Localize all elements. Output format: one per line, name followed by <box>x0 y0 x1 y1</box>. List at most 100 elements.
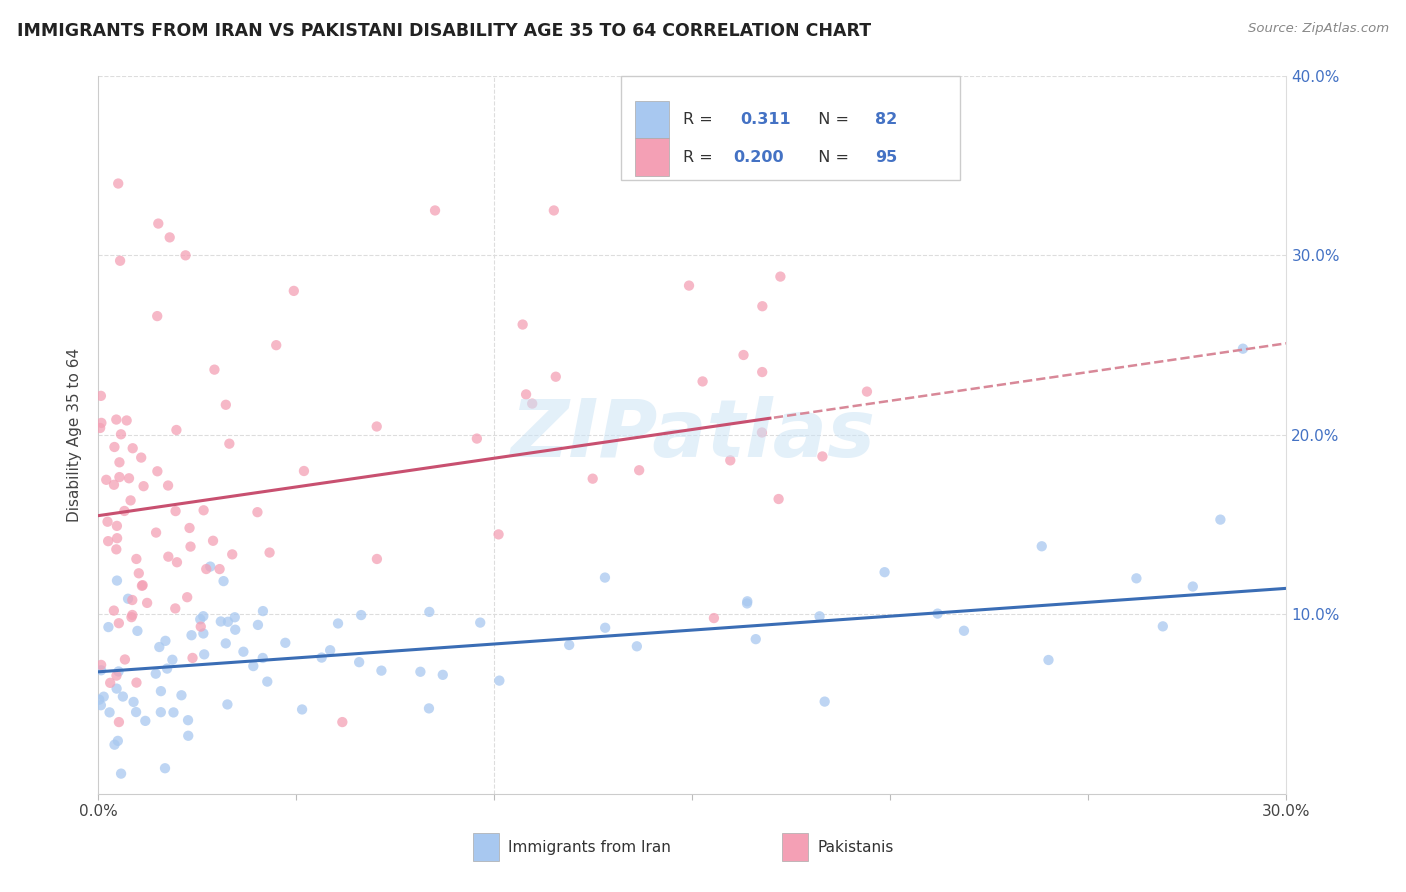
Point <box>678 278 700 293</box>
Point <box>103 738 125 752</box>
Point <box>204 362 226 376</box>
Point <box>593 571 616 585</box>
Text: R =: R = <box>683 150 718 164</box>
Point <box>110 427 132 442</box>
Point <box>409 665 432 679</box>
Point <box>120 493 142 508</box>
Point <box>128 566 150 581</box>
Point <box>188 612 211 626</box>
Point <box>90 663 112 677</box>
Point <box>193 503 215 517</box>
Point <box>108 455 131 469</box>
Point <box>221 547 243 561</box>
Point <box>107 177 129 191</box>
Point <box>146 464 169 478</box>
Point <box>89 692 111 706</box>
Point <box>89 421 111 435</box>
Point <box>166 555 188 569</box>
Point <box>165 601 187 615</box>
Point <box>112 504 135 518</box>
Text: 0.200: 0.200 <box>733 150 783 164</box>
FancyBboxPatch shape <box>621 76 960 180</box>
Point <box>125 552 148 566</box>
Point <box>927 607 949 621</box>
Point <box>193 648 215 662</box>
Point <box>131 578 153 592</box>
Point <box>215 398 238 412</box>
Point <box>224 623 246 637</box>
Text: 0.311: 0.311 <box>740 112 790 127</box>
Point <box>432 668 454 682</box>
Point <box>121 442 143 456</box>
Point <box>98 676 121 690</box>
Point <box>117 591 139 606</box>
Point <box>107 734 129 748</box>
Point <box>558 638 581 652</box>
Point <box>692 375 714 389</box>
Point <box>326 616 349 631</box>
Point <box>195 562 218 576</box>
FancyBboxPatch shape <box>472 833 499 861</box>
Point <box>291 702 314 716</box>
Point <box>181 651 204 665</box>
Point <box>107 665 129 679</box>
Point <box>209 615 232 629</box>
Point <box>737 594 759 608</box>
Point <box>177 729 200 743</box>
Point <box>582 472 605 486</box>
Point <box>200 559 222 574</box>
Point <box>118 471 141 485</box>
Point <box>114 652 136 666</box>
Point <box>418 701 440 715</box>
Point <box>218 436 240 450</box>
Point <box>311 650 333 665</box>
Point <box>224 610 246 624</box>
Point <box>1181 580 1204 594</box>
Point <box>105 542 128 557</box>
Text: R =: R = <box>683 112 718 127</box>
Point <box>146 309 169 323</box>
Point <box>522 396 544 410</box>
Point <box>98 706 121 720</box>
Point <box>179 521 201 535</box>
Point <box>718 453 741 467</box>
Point <box>90 416 112 430</box>
Point <box>176 591 198 605</box>
Point <box>252 604 274 618</box>
Point <box>751 425 773 440</box>
Text: Immigrants from Iran: Immigrants from Iran <box>509 839 671 855</box>
Point <box>93 690 115 704</box>
Point <box>544 369 567 384</box>
Point <box>162 706 184 720</box>
Point <box>157 549 180 564</box>
Point <box>96 473 118 487</box>
Point <box>751 299 773 313</box>
Point <box>347 655 370 669</box>
Point <box>418 605 440 619</box>
Point <box>90 698 112 713</box>
Point <box>593 621 616 635</box>
Point <box>170 688 193 702</box>
Point <box>215 636 238 650</box>
Point <box>105 531 128 545</box>
Point <box>330 715 353 730</box>
Point <box>366 419 388 434</box>
Point <box>108 715 131 730</box>
Point <box>512 318 534 332</box>
Point <box>145 525 167 540</box>
Point <box>1031 539 1053 553</box>
Point <box>246 505 269 519</box>
Point <box>366 552 388 566</box>
Point <box>193 626 215 640</box>
Point <box>134 714 156 728</box>
Point <box>515 387 537 401</box>
Point <box>768 491 790 506</box>
Point <box>108 616 131 631</box>
Point <box>162 653 184 667</box>
Point <box>953 624 976 638</box>
FancyBboxPatch shape <box>782 833 807 861</box>
Point <box>733 348 755 362</box>
Point <box>155 633 177 648</box>
Point <box>242 659 264 673</box>
Point <box>145 666 167 681</box>
